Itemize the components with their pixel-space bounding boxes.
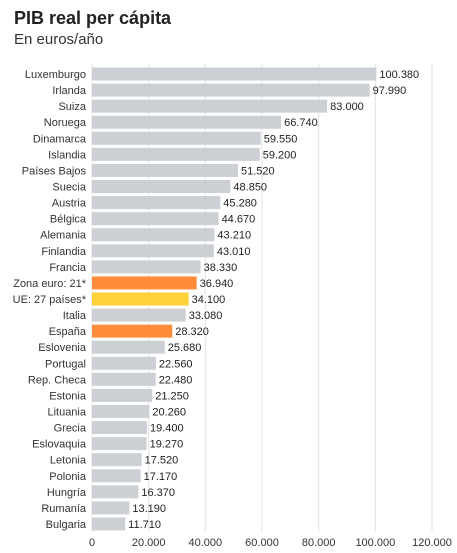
value-label: 45.280 — [223, 198, 257, 210]
bar — [92, 260, 201, 274]
bar — [92, 115, 282, 129]
x-tick-label: 20.000 — [132, 537, 166, 549]
value-label: 100.380 — [379, 69, 419, 81]
bar — [92, 517, 126, 531]
category-label: Francia — [49, 262, 87, 274]
value-label: 17.170 — [144, 471, 178, 483]
category-label: Zona euro: 21* — [13, 278, 86, 290]
bar — [92, 372, 156, 386]
category-label: Islandia — [48, 149, 87, 161]
category-label: Hungría — [47, 487, 87, 499]
value-label: 33.080 — [189, 310, 223, 322]
value-label: 38.330 — [204, 262, 238, 274]
value-label: 19.400 — [150, 423, 184, 435]
bar — [92, 180, 231, 194]
bar — [92, 324, 173, 338]
category-label: Letonia — [50, 455, 87, 467]
x-tick-label: 60.000 — [245, 537, 279, 549]
bar — [92, 131, 261, 145]
bar — [92, 501, 130, 515]
bar — [92, 99, 328, 113]
bar — [92, 147, 260, 161]
bar — [92, 437, 147, 451]
category-label: Alemania — [40, 230, 87, 242]
value-label: 66.740 — [284, 117, 318, 129]
chart-title: PIB real per cápita — [14, 8, 172, 28]
category-label: Bulgaria — [46, 519, 87, 531]
value-label: 13.190 — [132, 503, 166, 515]
value-label: 25.680 — [168, 342, 202, 354]
bar — [92, 388, 153, 402]
category-label: UE: 27 países* — [13, 294, 87, 306]
category-label: Polonia — [49, 471, 87, 483]
value-label: 20.260 — [152, 406, 186, 418]
value-label: 17.520 — [145, 455, 179, 467]
category-label: Bélgica — [50, 214, 87, 226]
category-label: Irlanda — [52, 85, 87, 97]
value-label: 43.010 — [217, 246, 251, 258]
category-label: Lituania — [47, 406, 86, 418]
category-label: España — [49, 326, 87, 338]
category-label: Austria — [52, 198, 87, 210]
category-label: Eslovaquia — [32, 439, 87, 451]
category-label: Eslovenia — [38, 342, 87, 354]
category-label: Suecia — [52, 182, 87, 194]
value-label: 11.710 — [128, 519, 161, 531]
category-label: Portugal — [45, 358, 86, 370]
x-tick-label: 100.000 — [355, 537, 395, 549]
value-label: 19.270 — [150, 439, 184, 451]
bar — [92, 244, 214, 258]
bar — [92, 453, 142, 467]
bar — [92, 163, 238, 177]
chart-subtitle: En euros/año — [14, 31, 104, 48]
bar — [92, 196, 221, 210]
value-label: 34.100 — [192, 294, 226, 306]
category-label: Noruega — [44, 117, 87, 129]
value-label: 22.560 — [159, 358, 193, 370]
category-label: Suiza — [58, 101, 86, 113]
value-label: 51.520 — [241, 165, 275, 177]
category-label: Luxemburgo — [25, 69, 86, 81]
category-label: Países Bajos — [22, 165, 87, 177]
bar — [92, 228, 215, 242]
bar — [92, 404, 150, 418]
value-label: 83.000 — [330, 101, 364, 113]
bar — [92, 292, 189, 306]
bar — [92, 356, 156, 370]
value-label: 48.850 — [233, 182, 267, 194]
bar — [92, 67, 377, 81]
category-label: Rep. Checa — [28, 374, 87, 386]
value-label: 59.200 — [263, 149, 297, 161]
bar — [92, 469, 141, 483]
bar — [92, 308, 186, 322]
category-label: Rumanía — [41, 503, 87, 515]
value-label: 59.550 — [264, 133, 298, 145]
value-label: 97.990 — [373, 85, 407, 97]
category-label: Finlandia — [41, 246, 87, 258]
value-label: 21.250 — [155, 390, 189, 402]
category-label: Dinamarca — [33, 133, 87, 145]
x-tick-label: 120.000 — [412, 537, 452, 549]
bar — [92, 212, 219, 226]
category-label: Grecia — [54, 423, 87, 435]
value-label: 16.370 — [141, 487, 175, 499]
category-label: Estonia — [49, 390, 87, 402]
x-tick-label: 80.000 — [302, 537, 336, 549]
x-tick-label: 0 — [89, 537, 95, 549]
value-label: 43.210 — [217, 230, 251, 242]
bar — [92, 276, 197, 290]
bar — [92, 83, 370, 97]
x-tick-label: 40.000 — [189, 537, 223, 549]
bar — [92, 485, 139, 499]
bar — [92, 421, 147, 435]
value-label: 36.940 — [200, 278, 234, 290]
value-label: 22.480 — [159, 374, 193, 386]
value-label: 28.320 — [175, 326, 209, 338]
value-label: 44.670 — [222, 214, 256, 226]
bar — [92, 340, 165, 354]
category-label: Italia — [63, 310, 87, 322]
